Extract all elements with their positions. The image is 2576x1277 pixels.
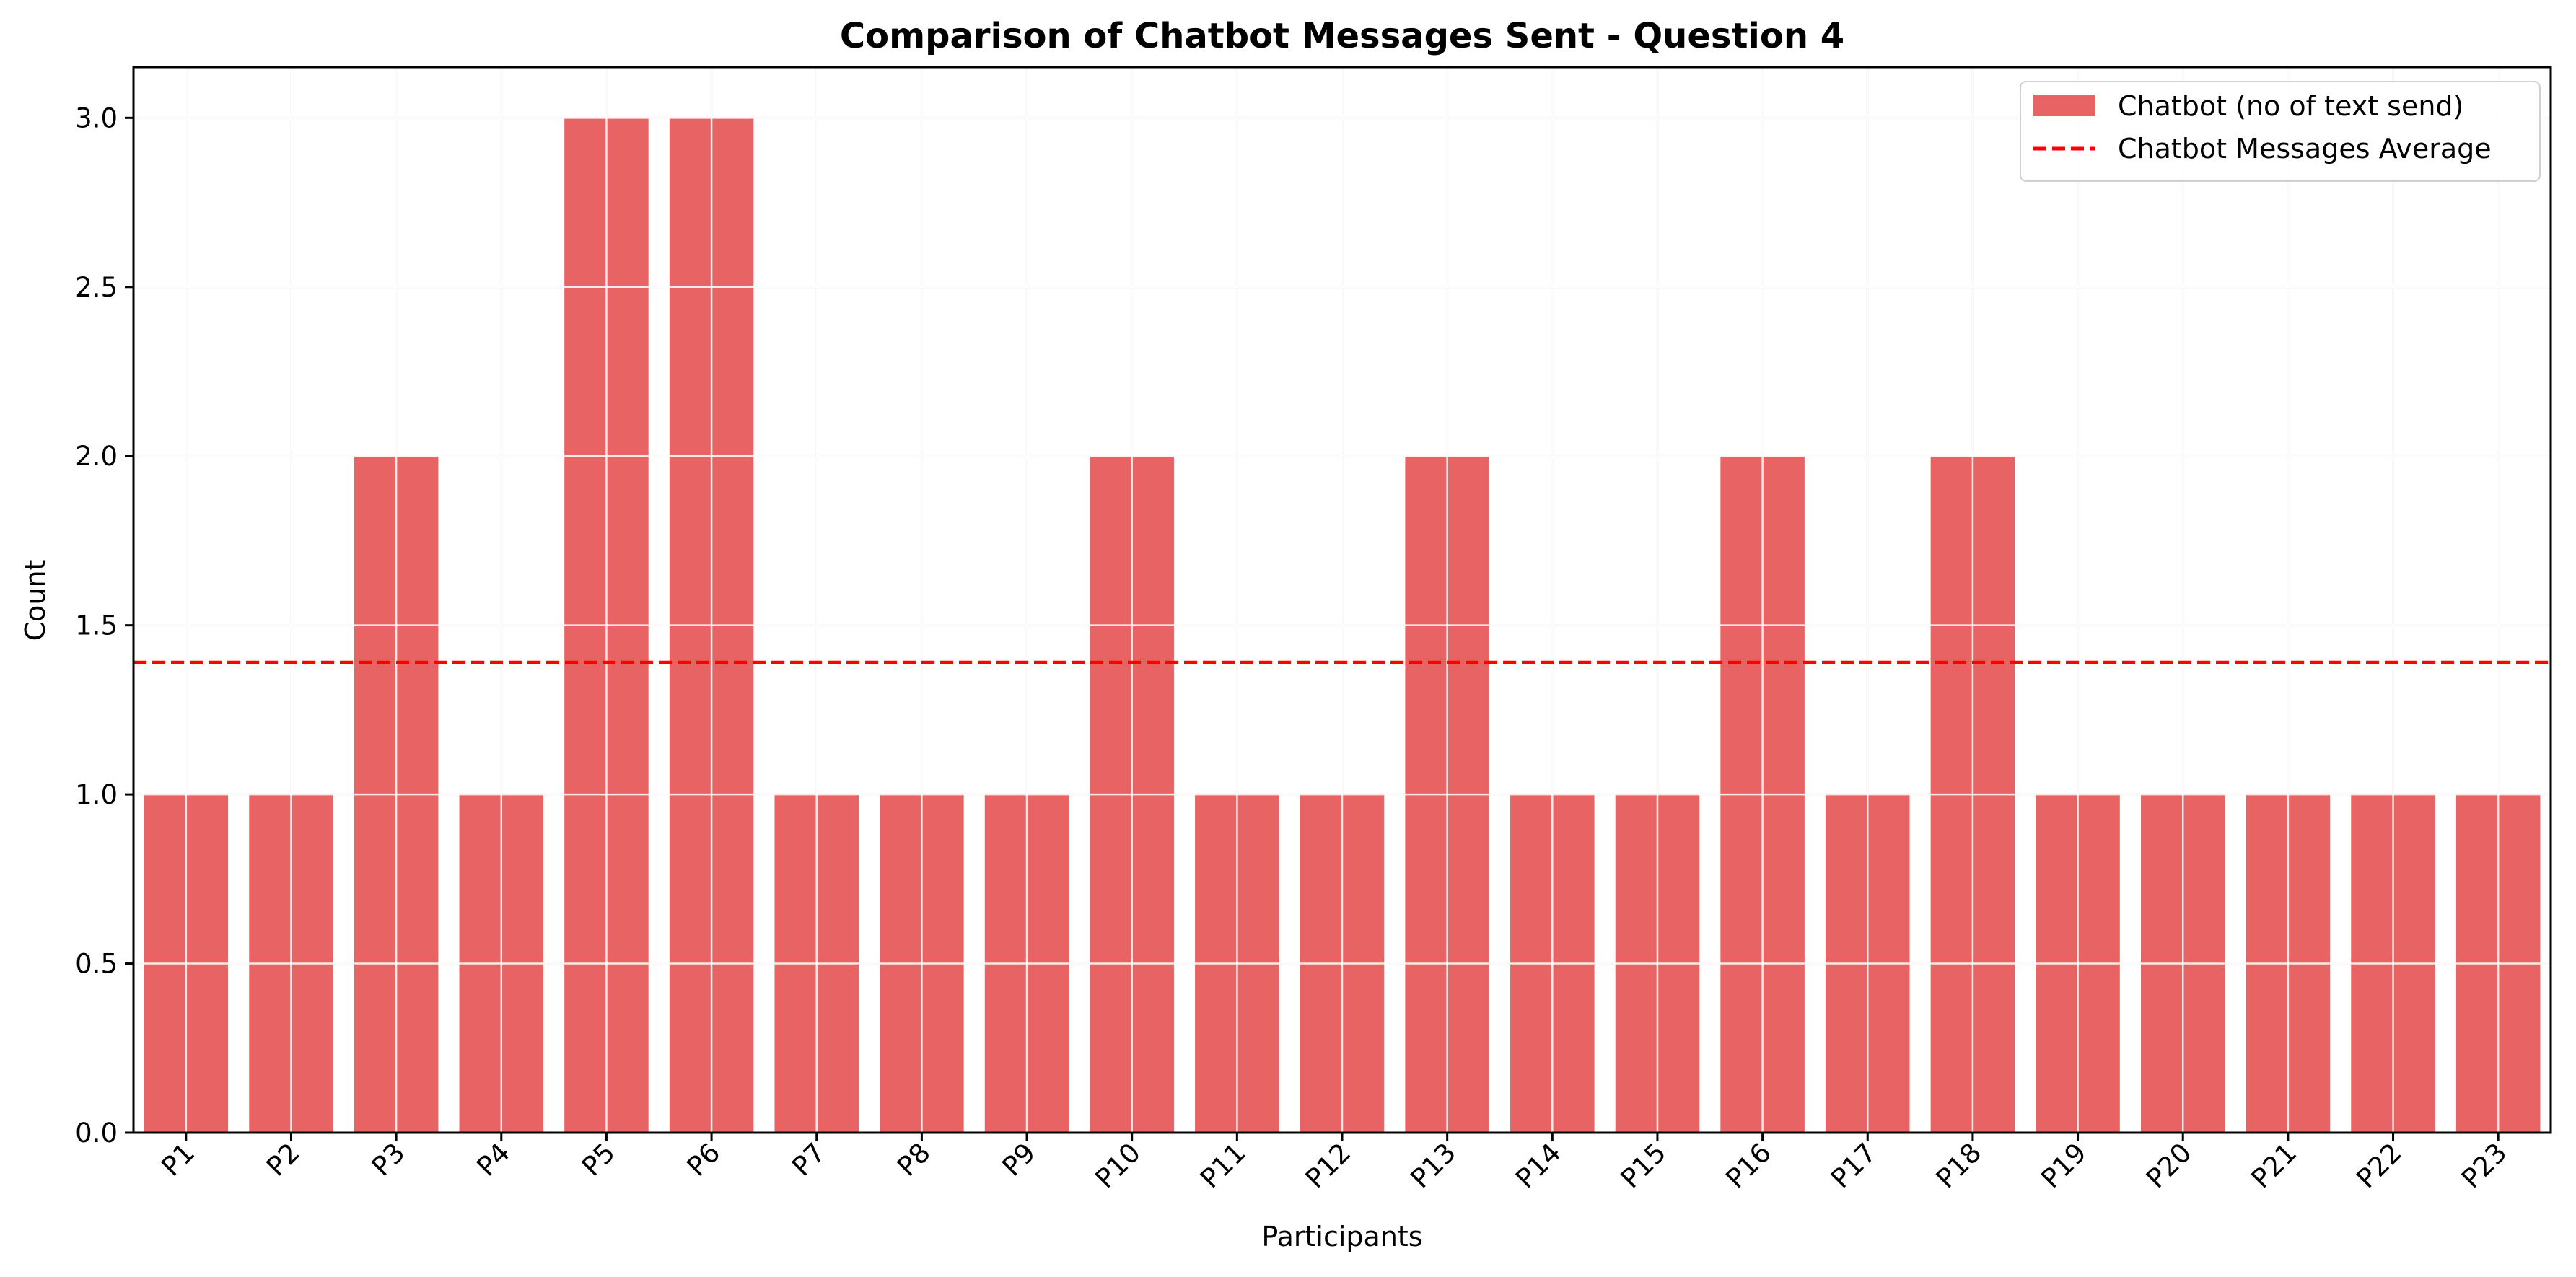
y-tick-label: 3.0 [75, 102, 118, 133]
legend: Chatbot (no of text send) Chatbot Messag… [2020, 81, 2541, 182]
chart-title: Comparison of Chatbot Messages Sent - Qu… [840, 16, 1844, 56]
legend-label-bars: Chatbot (no of text send) [2118, 90, 2463, 122]
y-tick-label: 1.0 [75, 779, 118, 810]
y-tick-label: 1.5 [75, 610, 118, 641]
y-tick-label: 2.0 [75, 441, 118, 472]
legend-swatch-bar [2033, 95, 2095, 116]
legend-box [2020, 81, 2541, 182]
overlay-grid-layer [133, 67, 2551, 1133]
y-tick-label: 0.0 [75, 1118, 118, 1149]
y-axis-label: Count [19, 560, 51, 641]
legend-label-average: Chatbot Messages Average [2118, 133, 2492, 164]
y-tick-label: 2.5 [75, 272, 118, 303]
y-axis: 0.0 0.5 1.0 1.5 2.0 2.5 3.0 [75, 102, 133, 1149]
x-axis-label: Participants [1261, 1221, 1422, 1252]
y-tick-label: 0.5 [75, 949, 118, 980]
